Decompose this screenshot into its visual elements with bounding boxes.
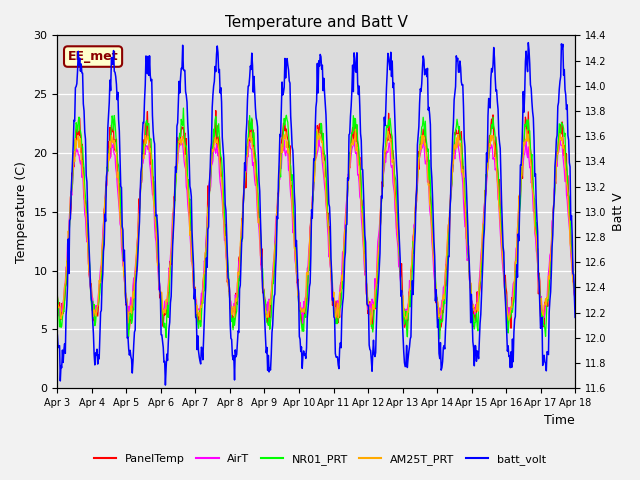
Text: EE_met: EE_met <box>68 50 118 63</box>
X-axis label: Time: Time <box>545 414 575 427</box>
Y-axis label: Batt V: Batt V <box>612 192 625 231</box>
Legend: PanelTemp, AirT, NR01_PRT, AM25T_PRT, batt_volt: PanelTemp, AirT, NR01_PRT, AM25T_PRT, ba… <box>90 450 550 469</box>
Y-axis label: Temperature (C): Temperature (C) <box>15 161 28 263</box>
Title: Temperature and Batt V: Temperature and Batt V <box>225 15 408 30</box>
